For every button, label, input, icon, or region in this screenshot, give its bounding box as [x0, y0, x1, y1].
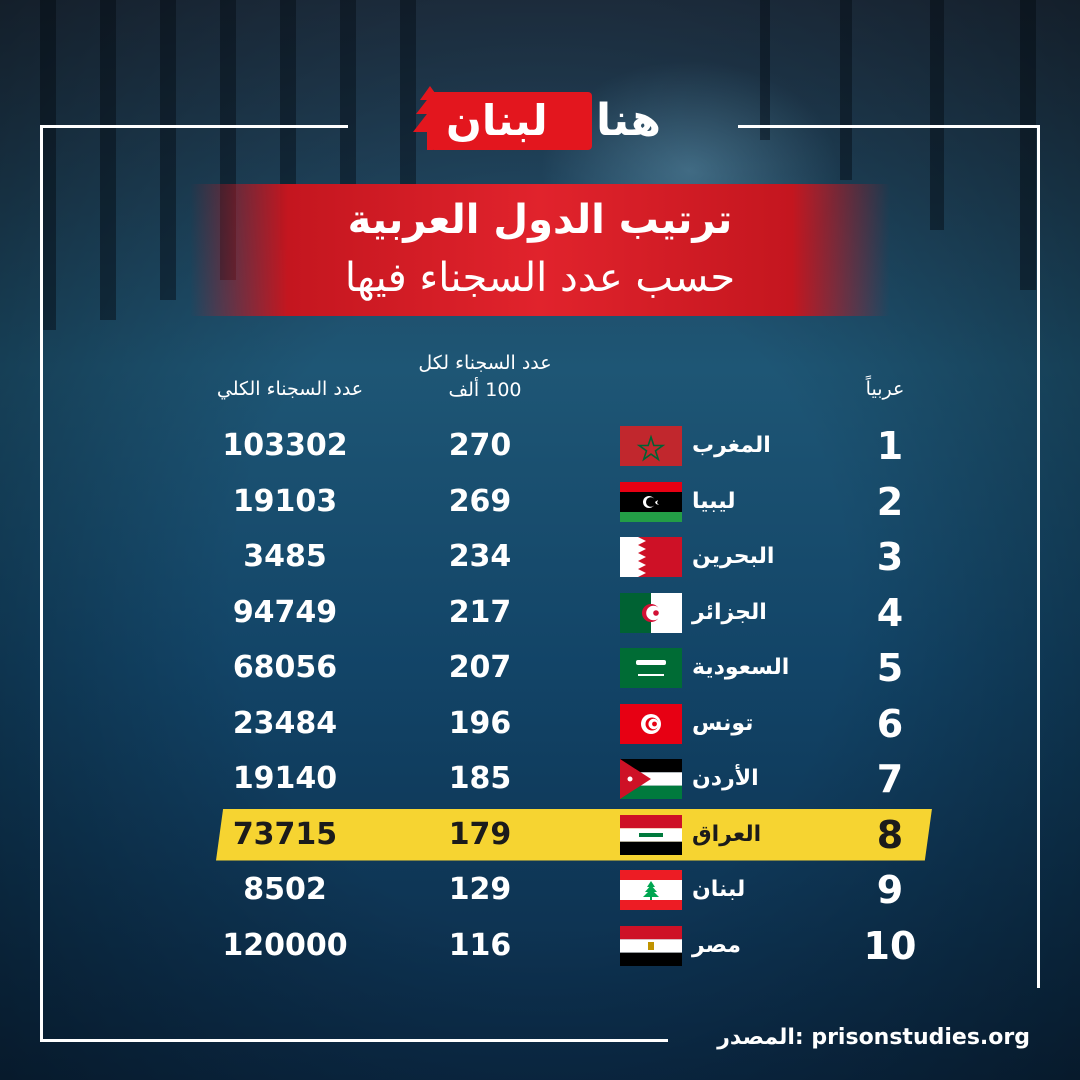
per-100k-cell: 217 — [448, 594, 512, 630]
rank-cell: 4 — [876, 590, 904, 635]
rank-cell: 1 — [876, 424, 904, 468]
total-prisoners-cell: 68056 — [232, 650, 338, 685]
rank-cell: 10 — [863, 923, 917, 968]
source-note: المصدر: prisonstudies.org — [717, 1025, 1030, 1050]
total-prisoners-cell: 94749 — [232, 594, 338, 630]
rank-cell: 9 — [876, 868, 904, 912]
per-100k-cell: 269 — [448, 483, 512, 519]
cell-bar — [760, 0, 770, 140]
iraq-flag-icon — [620, 814, 682, 855]
country-name-cell: مصر — [692, 932, 741, 958]
cell-bar — [400, 0, 416, 190]
table-row: 8502 129 لبنان 9 — [0, 862, 1080, 918]
algeria-flag-icon — [620, 592, 682, 633]
total-prisoners-cell: 120000 — [222, 927, 348, 963]
rank-cell: 7 — [876, 757, 904, 801]
rank-cell: 2 — [876, 479, 904, 524]
morocco-flag-icon — [620, 426, 682, 466]
per-100k-cell: 129 — [448, 872, 512, 907]
per-100k-cell: 179 — [448, 816, 512, 852]
table-row: 120000 116 مصر 10 — [0, 918, 1080, 974]
frame-right — [1037, 125, 1040, 988]
rank-cell: 3 — [876, 535, 904, 579]
cell-bar — [1020, 0, 1036, 290]
logo-word-lebanon: لبنان — [446, 96, 548, 145]
total-prisoners-cell: 23484 — [232, 705, 338, 741]
total-prisoners-cell: 19103 — [232, 483, 338, 519]
jordan-flag-icon — [620, 759, 682, 799]
rank-cell: 8 — [876, 812, 904, 857]
country-name-cell: تونس — [692, 710, 754, 736]
total-prisoners-cell: 8502 — [243, 872, 327, 907]
frame-bottom — [40, 1039, 668, 1042]
highlight-bar — [216, 808, 932, 861]
country-name-cell: الجزائر — [692, 599, 767, 625]
libya-flag-icon — [620, 481, 682, 522]
logo-red-box — [430, 92, 592, 150]
table-row: 19103 269 ليبيا 2 — [0, 474, 1080, 530]
header-total: عدد السجناء الكلي — [216, 378, 364, 400]
cell-bar — [160, 0, 176, 300]
title-band — [190, 184, 890, 316]
per-100k-cell: 207 — [448, 650, 512, 685]
country-name-cell: السعودية — [692, 655, 790, 680]
header-rank: عربياً — [865, 378, 905, 400]
rank-cell: 5 — [876, 646, 904, 690]
per-100k-cell: 234 — [448, 539, 512, 574]
country-name-cell: العراق — [692, 821, 762, 847]
country-name-cell: الأردن — [692, 766, 759, 791]
brand-logo: لبنان هنا — [412, 84, 672, 156]
country-name-cell: البحرين — [692, 544, 775, 569]
table-row: 103302 270 المغرب 1 — [0, 418, 1080, 474]
cell-bar — [100, 0, 116, 320]
total-prisoners-cell: 3485 — [243, 539, 327, 574]
country-name-cell: المغرب — [692, 433, 771, 458]
table-row: 73715 179 العراق 8 — [0, 807, 1080, 863]
table-row: 68056 207 السعودية 5 — [0, 640, 1080, 696]
chart-title-line1: ترتيب الدول العربية — [347, 197, 733, 243]
country-name-cell: ليبيا — [692, 488, 736, 514]
total-prisoners-cell: 19140 — [232, 761, 338, 796]
frame-top-left — [40, 125, 348, 128]
frame-top-right — [738, 125, 1040, 128]
header-per-100k: عدد السجناء لكل 100 ألف — [418, 352, 552, 401]
tunisia-flag-icon — [620, 703, 682, 744]
cell-bar — [40, 0, 56, 330]
table-row: 19140 185 الأردن 7 — [0, 751, 1080, 807]
table-row: 23484 196 تونس 6 — [0, 696, 1080, 752]
chart-title-line2: حسب عدد السجناء فيها — [344, 255, 736, 301]
logo-word-here: هنا — [596, 95, 661, 146]
per-100k-cell: 196 — [448, 705, 512, 741]
saudi-arabia-flag-icon — [620, 648, 682, 688]
rank-cell: 6 — [876, 701, 904, 746]
frame-left — [40, 125, 43, 1042]
egypt-flag-icon — [620, 925, 682, 966]
country-name-cell: لبنان — [692, 877, 746, 902]
cell-bar — [340, 0, 356, 220]
cell-bar — [840, 0, 852, 180]
per-100k-cell: 185 — [448, 761, 512, 796]
per-100k-cell: 116 — [448, 927, 512, 963]
per-100k-cell: 270 — [448, 428, 512, 463]
total-prisoners-cell: 73715 — [232, 816, 338, 852]
total-prisoners-cell: 103302 — [222, 428, 348, 463]
lebanon-flag-icon — [620, 870, 682, 910]
table-row: 94749 217 الجزائر 4 — [0, 585, 1080, 641]
table-row: 3485 234 البحرين 3 — [0, 529, 1080, 585]
cell-bar — [930, 0, 944, 230]
bahrain-flag-icon — [620, 537, 682, 577]
